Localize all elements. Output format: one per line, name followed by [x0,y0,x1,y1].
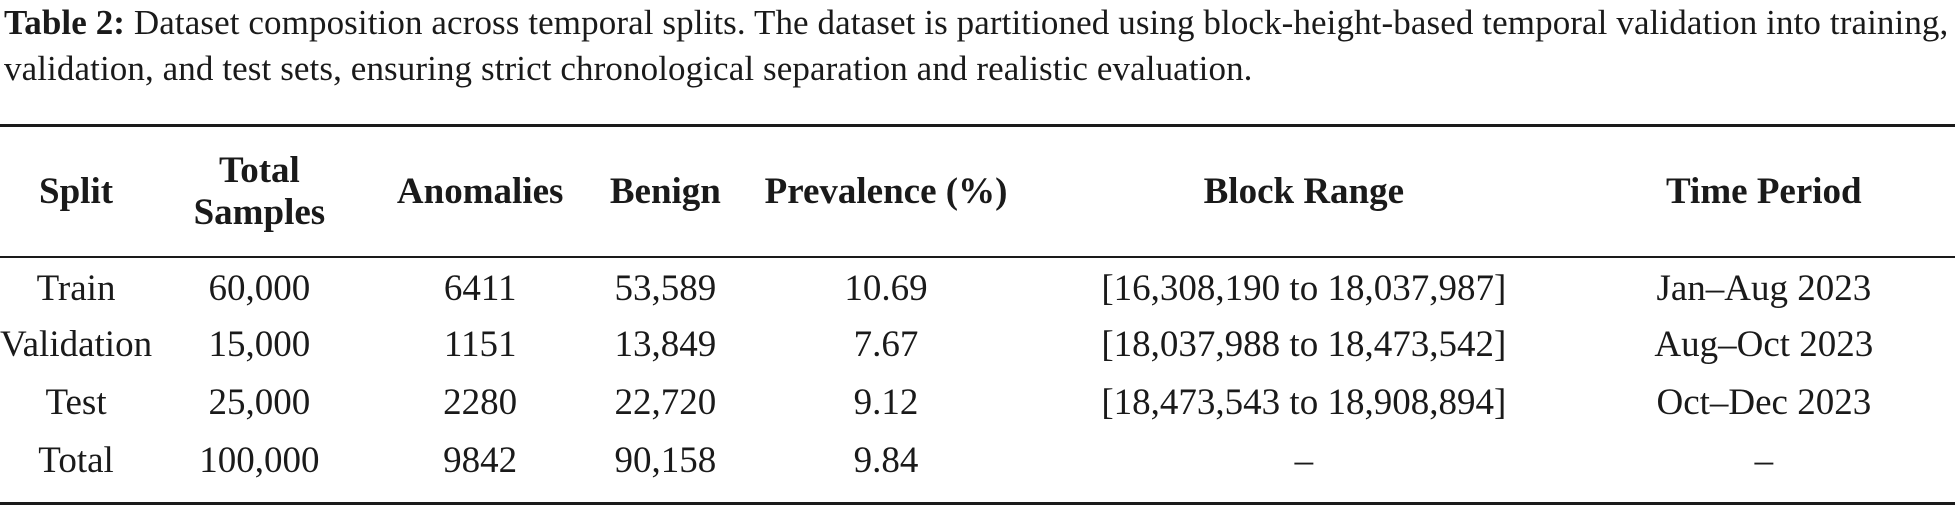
cell-benign: 13,849 [614,324,717,365]
header-block-range: Block Range [1203,170,1405,212]
cell-split: Validation [0,324,153,365]
cell-benign: 90,158 [614,440,717,481]
header-total-samples-line-2: Samples [193,191,326,233]
header-benign: Benign [609,170,721,212]
cell-split: Test [45,382,107,423]
cell-anomalies: 2280 [443,382,518,423]
cell-time-period: Oct–Dec 2023 [1656,382,1872,423]
table-row-test: Test 25,000 2280 22,720 9.12 [18,473,543… [0,374,1955,432]
cell-benign: 22,720 [614,382,717,423]
table-header-row: Split Total Samples Anomalies Benign Prev… [0,127,1955,256]
table-caption-text: Dataset composition across temporal spli… [4,3,1949,88]
cell-block-range: [18,473,543 to 18,908,894] [1101,382,1507,423]
cell-block-range: [18,037,988 to 18,473,542] [1101,324,1507,365]
cell-anomalies: 6411 [443,268,517,309]
table-top-rule [0,124,1955,127]
table-row-validation: Validation 15,000 1151 13,849 7.67 [18,0… [0,316,1955,374]
header-time-period: Time Period [1666,170,1862,212]
cell-anomalies: 1151 [443,324,517,365]
cell-prevalence: 7.67 [853,324,919,365]
table-bottom-rule [0,502,1955,505]
cell-total-samples: 100,000 [199,440,320,481]
cell-benign: 53,589 [614,268,717,309]
table-row-total: Total 100,000 9842 90,158 9.84 – – [0,432,1955,490]
cell-anomalies: 9842 [443,440,518,481]
cell-time-period: – [1754,440,1774,481]
header-split: Split [39,170,114,212]
table-caption-label: Table 2: [4,3,126,42]
table-caption: Table 2: Dataset composition across temp… [4,0,1950,92]
header-total-samples: Total Samples [152,127,367,256]
table-header-rule [0,256,1955,258]
table-row-train: Train 60,000 6411 53,589 10.69 [16,308,1… [0,256,1955,316]
cell-time-period: Aug–Oct 2023 [1654,324,1874,365]
cell-prevalence: 9.84 [853,440,919,481]
cell-block-range: [16,308,190 to 18,037,987] [1101,268,1507,309]
cell-split: Train [36,268,116,309]
header-total-samples-line-1: Total [218,149,300,191]
cell-prevalence: 10.69 [844,268,928,309]
cell-total-samples: 15,000 [208,324,311,365]
cell-split: Total [38,440,114,481]
dataset-composition-table: Split Total Samples Anomalies Benign Prev… [0,127,1955,490]
cell-total-samples: 25,000 [208,382,311,423]
cell-block-range: – [1294,440,1314,481]
cell-time-period: Jan–Aug 2023 [1656,268,1872,309]
header-prevalence: Prevalence (%) [764,170,1008,212]
header-anomalies: Anomalies [396,170,564,212]
cell-total-samples: 60,000 [208,268,311,309]
cell-prevalence: 9.12 [853,382,919,423]
